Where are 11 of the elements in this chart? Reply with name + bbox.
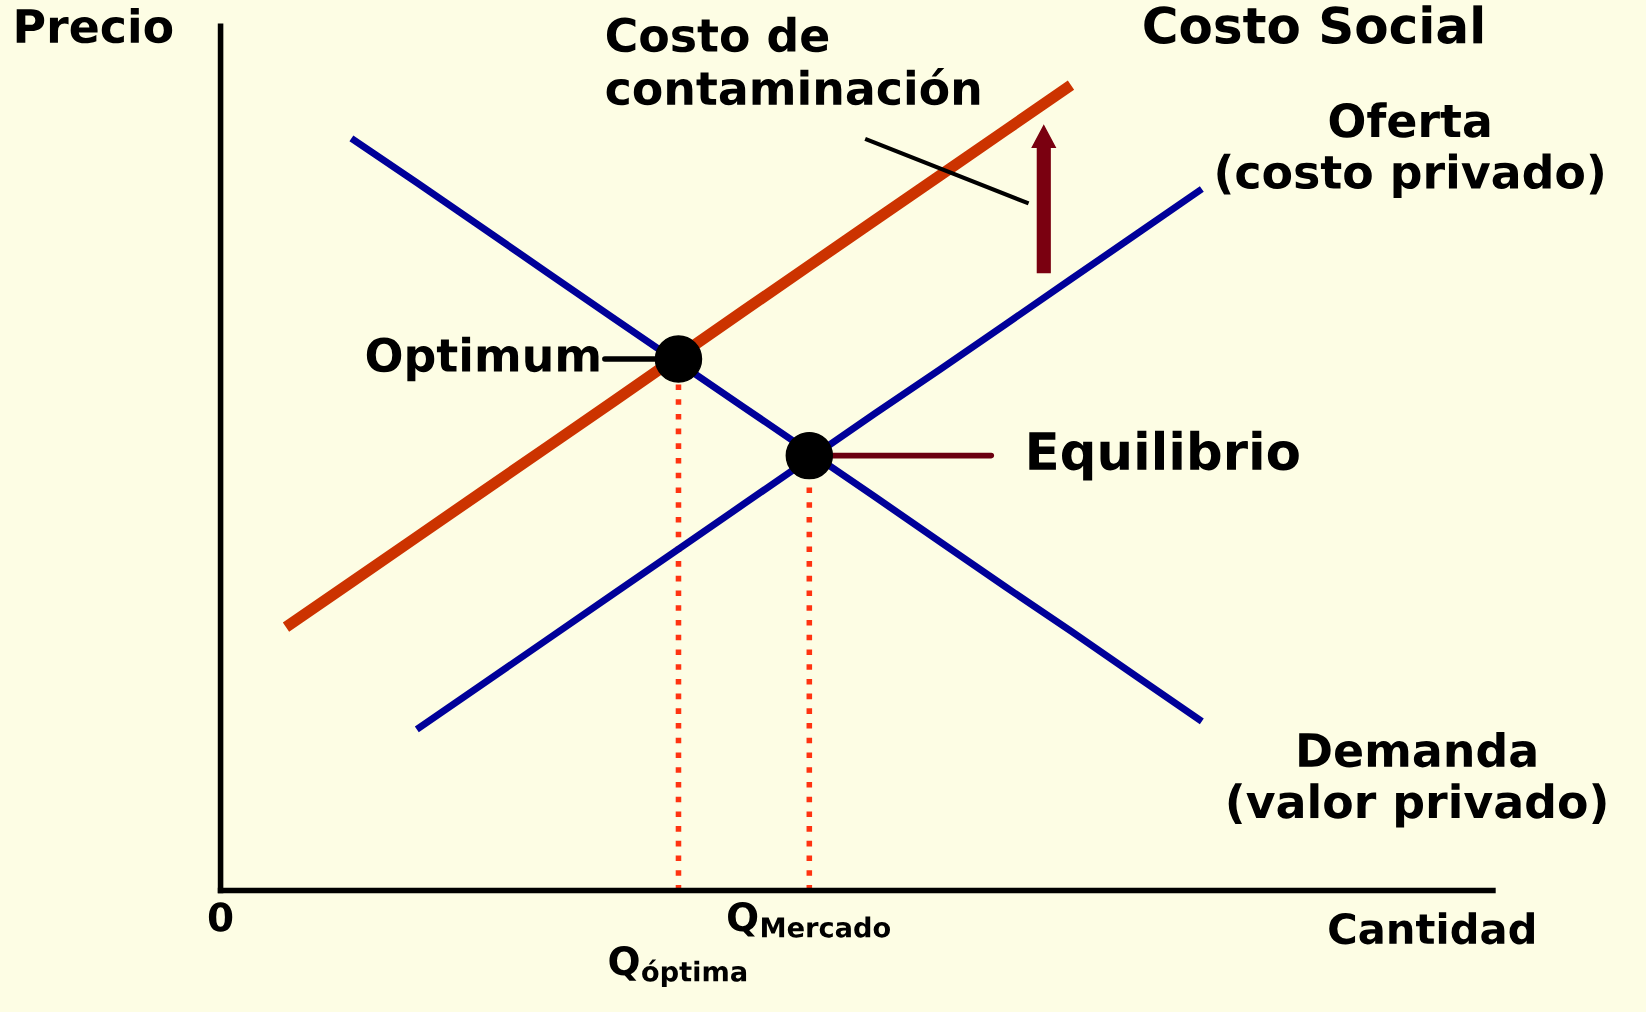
annotation: Optimum bbox=[366, 336, 599, 382]
series-label: Costo Social bbox=[1144, 5, 1483, 45]
series-label: Oferta (costo privado) bbox=[1217, 102, 1603, 198]
series-label: Demanda (valor privado) bbox=[1228, 731, 1606, 828]
x-tick-label: Q$_{Mercado}$ bbox=[728, 902, 891, 938]
annotation: Costo de contaminación bbox=[606, 16, 980, 106]
x-tick-label: 0 bbox=[208, 902, 233, 932]
x-tick-label: Q$_{óptima}$ bbox=[609, 946, 747, 988]
annotation: Equilibrio bbox=[1029, 430, 1299, 481]
x-axis-title: Cantidad bbox=[1329, 912, 1534, 945]
y-axis-title: Precio bbox=[16, 7, 173, 44]
